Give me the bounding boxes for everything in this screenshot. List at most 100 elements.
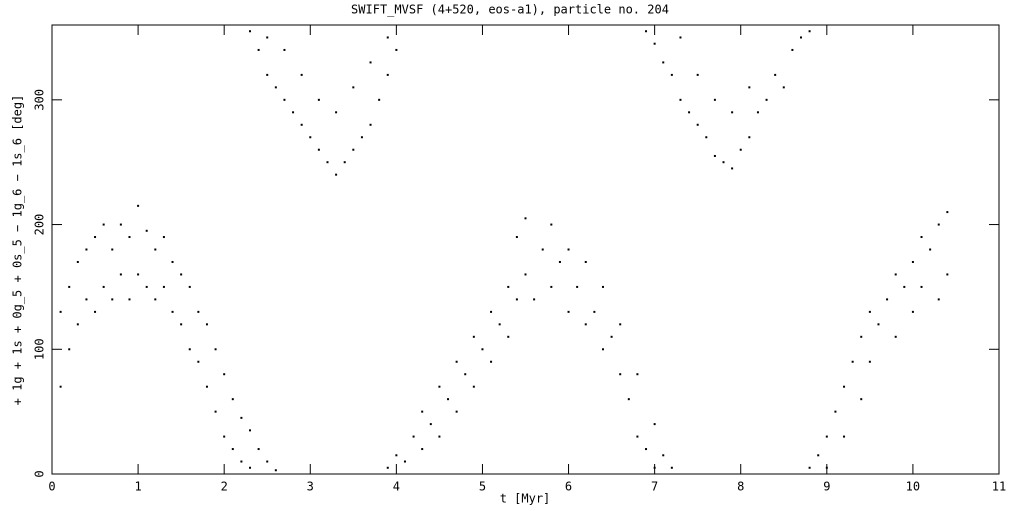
point [619,323,622,326]
point [438,385,441,388]
point [670,73,673,76]
point [369,61,372,64]
point [946,211,949,214]
point [335,173,338,176]
point [249,466,252,469]
point [472,385,475,388]
point [300,73,303,76]
point [59,310,62,313]
point [481,348,484,351]
point [507,285,510,288]
point [274,86,277,89]
point [567,248,570,251]
x-tick-label: 5 [479,480,486,494]
point [300,123,303,126]
x-tick-label: 11 [992,480,1006,494]
point [386,36,389,39]
point [490,310,493,313]
point [403,460,406,463]
point [653,423,656,426]
point [911,310,914,313]
point [524,217,527,220]
point [782,86,785,89]
point [929,248,932,251]
point [619,373,622,376]
point [180,273,183,276]
point [386,73,389,76]
point [636,373,639,376]
point [860,398,863,401]
point [756,111,759,114]
point [653,42,656,45]
point [137,273,140,276]
chart-title: SWIFT_MVSF (4+520, eos-a1), particle no.… [351,3,669,17]
point [576,285,579,288]
point [584,260,587,263]
point [352,148,355,151]
point [292,111,295,114]
point [601,348,604,351]
point [498,323,501,326]
point [834,410,837,413]
point [886,298,889,301]
point [205,323,208,326]
point [472,335,475,338]
point [76,260,79,263]
point [145,229,148,232]
point [507,335,510,338]
point [128,236,131,239]
point [713,98,716,101]
point [490,360,493,363]
point [119,273,122,276]
point [808,30,811,33]
point [352,86,355,89]
x-tick-label: 10 [906,480,920,494]
point [257,48,260,51]
point [274,469,277,472]
point [946,273,949,276]
point [688,111,691,114]
point [937,298,940,301]
point [266,36,269,39]
point [412,435,415,438]
point [335,111,338,114]
point [59,385,62,388]
point [843,385,846,388]
point [111,248,114,251]
point [231,448,234,451]
point [154,248,157,251]
point [748,86,751,89]
point [369,123,372,126]
x-axis-label: t [Myr] [500,492,551,506]
point [558,260,561,263]
point [68,348,71,351]
point [162,285,165,288]
point [748,136,751,139]
point [197,310,200,313]
point [395,454,398,457]
x-tick-label: 1 [134,480,141,494]
point [670,466,673,469]
point [920,236,923,239]
point [119,223,122,226]
point [68,285,71,288]
point [154,298,157,301]
point [903,285,906,288]
point [696,123,699,126]
point [645,448,648,451]
point [894,273,897,276]
point [679,98,682,101]
point [584,323,587,326]
point [317,148,320,151]
point [455,360,458,363]
x-tick-label: 0 [48,480,55,494]
point [76,323,79,326]
point [705,136,708,139]
point [421,448,424,451]
point [541,248,544,251]
point [205,385,208,388]
point [188,285,191,288]
point [421,410,424,413]
point [636,435,639,438]
y-tick-label: 100 [33,338,47,360]
